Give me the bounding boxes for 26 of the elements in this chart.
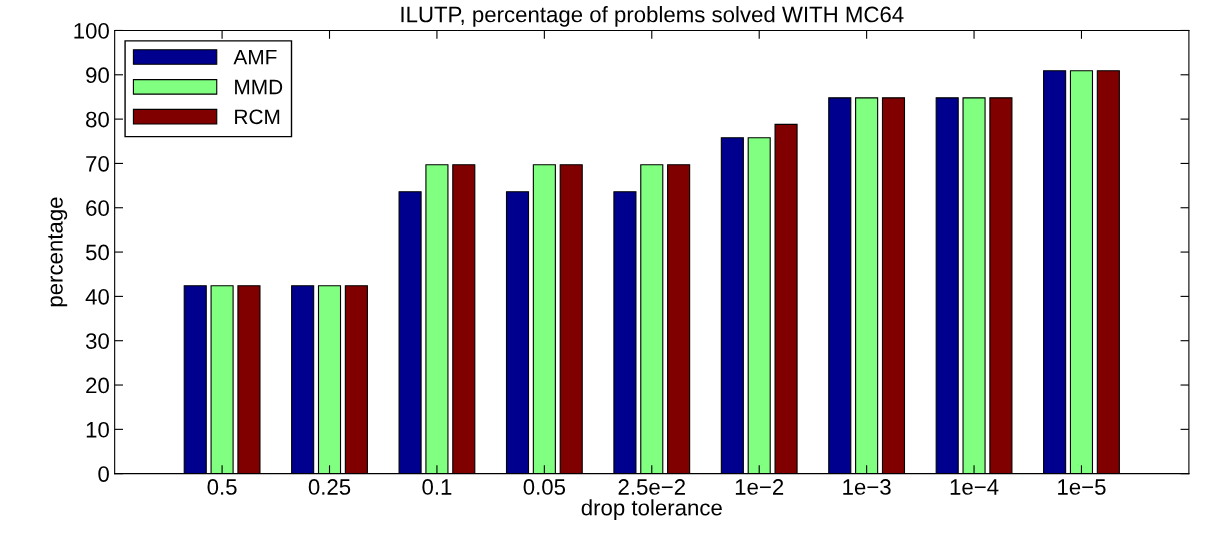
- y-tick-label: 30: [85, 333, 109, 349]
- y-tick-label: 0: [98, 466, 109, 482]
- legend-label: MMD: [235, 79, 283, 95]
- y-tick-label: 70: [86, 155, 109, 172]
- x-tick-label: 1e−5: [1058, 479, 1106, 495]
- legend-label: RCM: [235, 109, 280, 125]
- legend-label: AMF: [233, 49, 277, 65]
- x-tick-label: 0.5: [207, 479, 237, 495]
- y-tick-label: 80: [86, 111, 109, 128]
- y-tick-label: 60: [86, 200, 109, 217]
- y-tick-label: 20: [86, 377, 109, 394]
- x-tick-label: 2.5e−2: [618, 479, 685, 495]
- y-tick-label: 90: [86, 67, 109, 84]
- x-tick-label: 1e−3: [843, 479, 891, 495]
- x-tick-label: 1e−4: [950, 479, 999, 495]
- x-tick-label: 0.1: [422, 479, 452, 495]
- y-tick-label: 10: [86, 421, 109, 438]
- chart-title: ILUTP, percentage of problems solved WITH MC64: [401, 6, 904, 27]
- x-tick-label: 0.05: [523, 479, 566, 495]
- x-tick-label: 0.25: [308, 479, 351, 495]
- x-axis-title: drop tolerance: [581, 499, 722, 520]
- y-tick-label: 40: [85, 288, 109, 305]
- y-tick-label: 100: [74, 23, 109, 39]
- x-tick-label: 1e−2: [735, 479, 784, 495]
- y-tick-label: 50: [85, 244, 109, 261]
- y-axis-title: percentage: [48, 197, 68, 307]
